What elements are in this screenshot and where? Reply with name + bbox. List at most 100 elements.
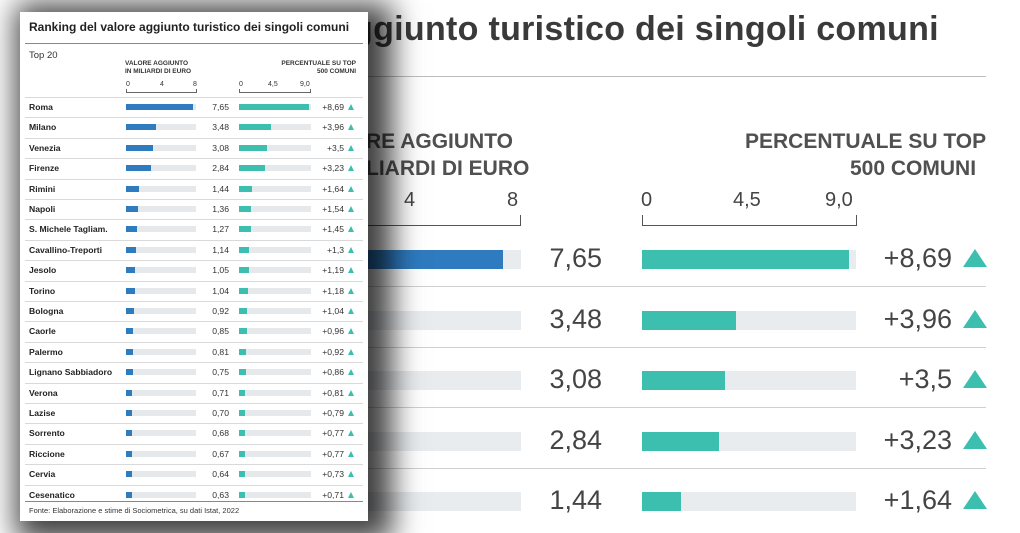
up-triangle-icon xyxy=(348,430,354,437)
percent-bar-track xyxy=(239,165,311,172)
percent-bar-track xyxy=(239,185,311,192)
background-value-track xyxy=(340,431,521,451)
row-divider xyxy=(25,239,363,241)
chart-source: Fonte: Elaborazione e stime di Sociometr… xyxy=(29,506,240,515)
comune-name: S. Michele Tagliam. xyxy=(29,224,108,235)
value-bar xyxy=(126,144,153,151)
up-triangle-icon xyxy=(963,430,987,449)
background-value-tick-8: 8 xyxy=(507,189,519,211)
value-bar-track xyxy=(126,450,196,457)
value-tick-0: 0 xyxy=(126,81,130,88)
value-bar xyxy=(126,267,136,274)
percent-bar xyxy=(239,471,245,478)
percent-bar-track xyxy=(239,471,311,478)
table-row: Venezia 3,08 +3,5 xyxy=(25,137,363,158)
row-divider xyxy=(25,341,363,343)
background-percent-axis xyxy=(642,225,857,226)
table-row: Milano 3,48 +3,96 xyxy=(25,117,363,137)
percent-label: +1,04 xyxy=(322,306,344,316)
value-bar xyxy=(126,410,133,416)
value-label: 0,64 xyxy=(212,469,229,480)
row-divider xyxy=(25,423,363,425)
percent-bar-track xyxy=(239,369,311,376)
value-label: 1,36 xyxy=(212,204,229,214)
percent-bar xyxy=(239,124,271,131)
up-triangle-icon xyxy=(348,185,354,192)
up-triangle-icon xyxy=(348,287,354,294)
up-triangle-icon xyxy=(348,389,354,396)
background-value-track xyxy=(340,492,521,511)
value-bar-track xyxy=(126,206,196,212)
chart-title: Ranking del valore aggiunto turistico de… xyxy=(29,20,350,34)
up-triangle-icon xyxy=(348,144,354,151)
up-triangle-icon xyxy=(963,309,987,328)
background-value-track xyxy=(340,371,521,390)
row-divider xyxy=(25,260,363,262)
value-bar xyxy=(126,430,132,437)
background-percent-axis-start xyxy=(642,215,643,225)
background-row-divider xyxy=(340,286,986,287)
background-percent-bar xyxy=(642,371,726,390)
comune-name: Cervia xyxy=(29,469,56,480)
background-percent-label: +1,64 xyxy=(883,485,952,515)
up-triangle-icon xyxy=(963,491,987,509)
table-row: Lazise 0,70 +0,79 xyxy=(25,403,363,423)
comune-name: Milano xyxy=(29,122,57,133)
table-row: Firenze 2,84 +3,23 xyxy=(25,158,363,178)
background-percent-axis-end xyxy=(856,215,857,225)
value-label: 0,70 xyxy=(212,408,229,418)
value-bar-track xyxy=(126,471,196,478)
value-bar xyxy=(126,165,151,172)
value-label: 0,92 xyxy=(212,306,229,316)
percent-bar xyxy=(239,144,267,151)
percent-bar xyxy=(239,267,249,274)
percent-column-header-line2: 500 COMUNI xyxy=(316,68,356,75)
background-percent-label: +3,96 xyxy=(883,303,952,334)
value-bar-track xyxy=(126,410,196,416)
value-bar xyxy=(126,491,132,498)
percent-bar xyxy=(239,389,246,396)
percent-bar xyxy=(239,287,249,294)
value-bar xyxy=(126,124,157,131)
background-value-tick-4: 4 xyxy=(404,189,416,211)
percent-label: +0,73 xyxy=(322,469,344,480)
value-label: 7,65 xyxy=(212,102,229,112)
percent-label: +0,77 xyxy=(322,448,344,459)
row-divider xyxy=(25,321,363,323)
comune-name: Roma xyxy=(29,102,53,112)
value-bar-track xyxy=(126,267,196,274)
table-row: Bologna 0,92 +1,04 xyxy=(25,301,363,321)
table-row: Napoli 1,36 +1,54 xyxy=(25,199,363,219)
value-bar-track xyxy=(126,328,196,335)
up-triangle-icon xyxy=(348,246,354,253)
background-percent-bar xyxy=(642,310,737,330)
value-bar xyxy=(126,348,134,355)
background-value-header-line1: RE AGGIUNTO xyxy=(366,130,514,153)
background-row-divider xyxy=(340,407,986,408)
background-percent-header-line2: 500 COMUNI xyxy=(850,157,977,180)
percent-label: +0,77 xyxy=(322,428,344,439)
table-row: Lignano Sabbiadoro 0,75 +0,86 xyxy=(25,362,363,382)
table-row: S. Michele Tagliam. 1,27 +1,45 xyxy=(25,219,363,239)
percent-tick-0: 0 xyxy=(239,81,243,88)
comune-name: Palermo xyxy=(29,346,63,357)
percent-bar-track xyxy=(239,267,311,274)
percent-bar xyxy=(239,206,252,212)
value-bar-track xyxy=(126,369,196,376)
percent-bar xyxy=(239,491,245,498)
row-divider xyxy=(25,301,363,302)
row-divider xyxy=(25,484,363,486)
up-triangle-icon xyxy=(348,450,354,457)
value-label: 1,14 xyxy=(212,244,229,255)
up-triangle-icon xyxy=(348,226,354,233)
value-label: 0,81 xyxy=(212,346,229,357)
background-percent-header-line1: PERCENTUALE SU TOP xyxy=(745,130,987,153)
up-triangle-icon xyxy=(348,165,354,172)
value-label: 0,75 xyxy=(212,367,229,378)
table-row: Torino 1,04 +1,18 xyxy=(25,280,363,301)
background-value-label: 1,44 xyxy=(549,485,602,515)
value-label: 1,44 xyxy=(212,183,229,194)
value-bar-track xyxy=(126,308,196,314)
percent-bar xyxy=(239,246,250,253)
value-label: 0,71 xyxy=(212,387,229,398)
